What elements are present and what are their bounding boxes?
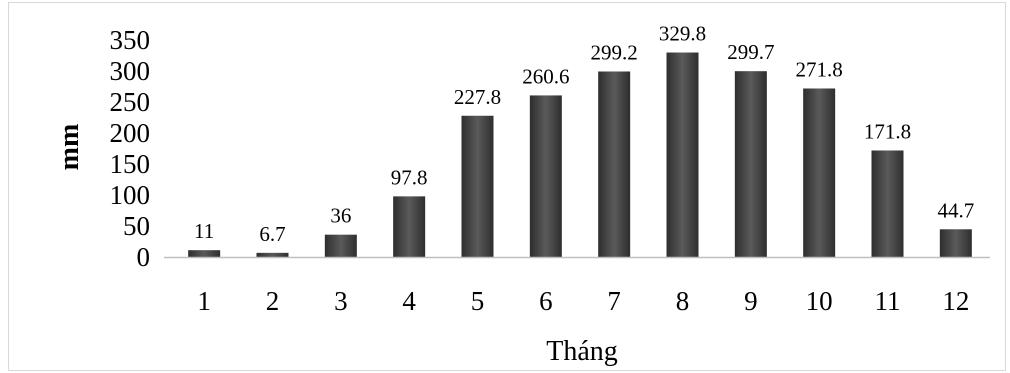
bar-month-5 bbox=[461, 115, 494, 257]
x-tick-label: 3 bbox=[334, 286, 348, 316]
data-label-month-12: 44.7 bbox=[937, 198, 974, 222]
x-tick-label: 8 bbox=[676, 286, 690, 316]
x-tick-label: 6 bbox=[539, 286, 553, 316]
bar-month-10 bbox=[803, 88, 836, 257]
data-label-month-1: 11 bbox=[194, 219, 214, 243]
data-label-month-3: 36 bbox=[330, 204, 351, 228]
y-tick-label: 150 bbox=[110, 149, 151, 179]
x-tick-label: 5 bbox=[471, 286, 485, 316]
y-tick-label: 350 bbox=[110, 25, 151, 55]
data-label-month-8: 329.8 bbox=[659, 22, 706, 46]
data-label-month-2: 6.7 bbox=[259, 222, 285, 246]
bar-month-6 bbox=[529, 95, 562, 257]
y-tick-label: 50 bbox=[123, 211, 150, 241]
y-tick-label: 300 bbox=[110, 56, 151, 86]
x-tick-labels: 1 2 3 4 5 6 7 8 9 10 11 12 bbox=[197, 286, 969, 316]
bar-month-11 bbox=[871, 150, 904, 257]
y-tick-label: 100 bbox=[110, 180, 151, 210]
data-label-month-10: 271.8 bbox=[796, 57, 843, 81]
bar-month-9 bbox=[734, 71, 767, 257]
x-tick-label: 9 bbox=[744, 286, 758, 316]
bar-month-1 bbox=[188, 250, 221, 257]
bar-month-8 bbox=[666, 52, 699, 257]
bar-month-7 bbox=[598, 71, 631, 257]
data-label-month-7: 299.2 bbox=[591, 40, 638, 64]
x-tick-label: 7 bbox=[607, 286, 621, 316]
chart-frame bbox=[8, 2, 1006, 371]
data-label-month-4: 97.8 bbox=[391, 165, 428, 189]
x-tick-label: 2 bbox=[266, 286, 280, 316]
x-tick-label: 1 bbox=[197, 286, 211, 316]
data-label-month-5: 227.8 bbox=[454, 85, 501, 109]
data-labels: 11 6.7 36 97.8 227.8 260.6 299.2 329.8 299.7 271.… bbox=[194, 22, 974, 246]
bar-month-2 bbox=[256, 252, 289, 257]
y-tick-label: 250 bbox=[110, 87, 151, 117]
x-tick-label: 10 bbox=[806, 286, 833, 316]
y-axis-title: mm bbox=[54, 124, 85, 171]
x-axis-title: Tháng bbox=[546, 336, 618, 367]
y-tick-label: 200 bbox=[110, 118, 151, 148]
bar-month-4 bbox=[393, 196, 426, 257]
y-tick-label: 0 bbox=[137, 242, 151, 272]
x-tick-label: 11 bbox=[875, 286, 901, 316]
x-tick-label: 4 bbox=[402, 286, 416, 316]
bar-month-12 bbox=[939, 229, 972, 257]
data-label-month-11: 171.8 bbox=[864, 119, 911, 143]
data-label-month-9: 299.7 bbox=[727, 40, 774, 64]
bars-group bbox=[188, 52, 972, 257]
data-label-month-6: 260.6 bbox=[522, 64, 569, 88]
x-tick-label: 12 bbox=[942, 286, 969, 316]
bar-month-3 bbox=[324, 234, 357, 257]
